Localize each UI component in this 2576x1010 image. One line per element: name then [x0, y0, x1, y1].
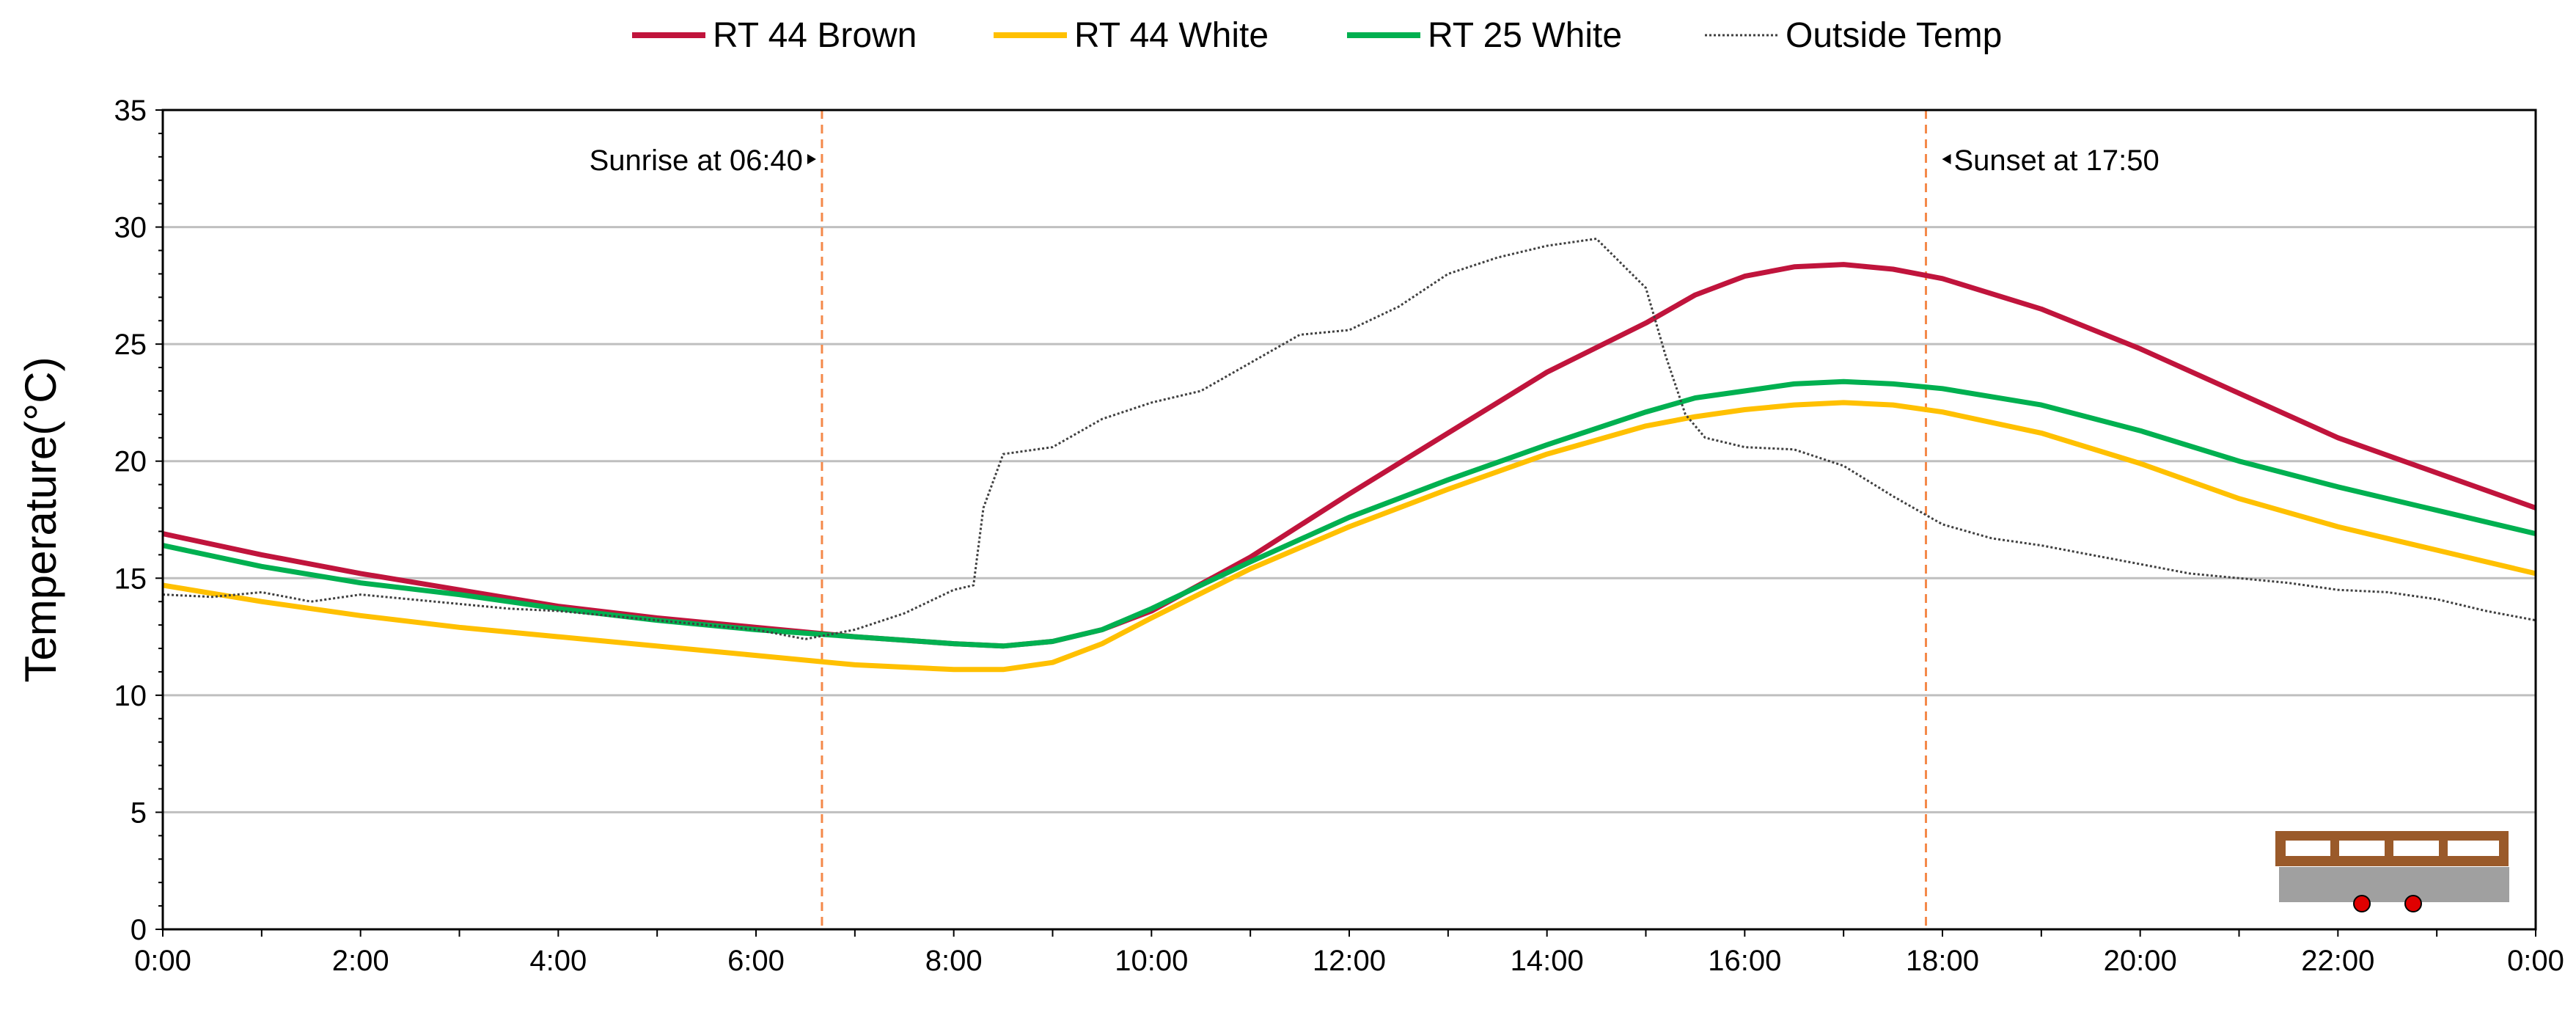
arrow-left-icon [1942, 154, 1951, 164]
y-tick-label: 10 [114, 680, 147, 712]
x-tick-label: 10:00 [1115, 945, 1188, 977]
x-tick-label: 16:00 [1708, 945, 1781, 977]
x-tick-label: 14:00 [1511, 945, 1584, 977]
y-tick-label: 5 [131, 797, 147, 829]
x-tick-label: 22:00 [2301, 945, 2374, 977]
y-tick-label: 0 [131, 914, 147, 946]
annotations: Sunrise at 06:40 Sunset at 17:50 [590, 110, 2159, 929]
x-tick-label: 4:00 [529, 945, 587, 977]
x-tick-label: 8:00 [925, 945, 983, 977]
x-tick-label: 6:00 [727, 945, 785, 977]
sunrise-label: Sunrise at 06:40 [590, 144, 803, 177]
y-axis-ticks: 0 5 10 15 20 25 30 35 [114, 95, 163, 946]
legend-label: Outside Temp [1786, 16, 2002, 55]
series-line-rt-44-white [162, 400, 2536, 673]
legend: RT 44 Brown RT 44 White RT 25 White Outside… [632, 16, 2002, 55]
x-tick-label: 0:00 [134, 945, 191, 977]
deck-cross-section-icon [2275, 831, 2509, 912]
y-tick-label: 15 [114, 563, 147, 595]
y-tick-label: 30 [114, 212, 147, 244]
legend-label: RT 44 White [1074, 16, 1269, 55]
y-axis-title: Temperature(°C) [16, 356, 65, 682]
plot-frame [161, 109, 2537, 931]
x-tick-label: 20:00 [2104, 945, 2177, 977]
sunset-label: Sunset at 17:50 [1953, 144, 2159, 177]
y-tick-label: 25 [114, 329, 147, 361]
y-tick-label: 20 [114, 446, 147, 478]
series-lines [162, 238, 2537, 673]
x-tick-label: 12:00 [1313, 945, 1386, 977]
x-tick-label: 18:00 [1906, 945, 1979, 977]
x-axis-ticks: 0:00 2:00 4:00 6:00 8:00 10:00 12:00 14:00 16:00… [134, 929, 2564, 977]
y-tick-label: 35 [114, 95, 147, 127]
x-tick-label: 2:00 [332, 945, 389, 977]
legend-label: RT 25 White [1428, 16, 1622, 55]
arrow-right-icon [807, 154, 816, 164]
legend-label: RT 44 Brown [713, 16, 917, 55]
series-line-outside-temp [162, 238, 2536, 640]
x-tick-label: 0:00 [2507, 945, 2564, 977]
grid-lines [163, 226, 2536, 813]
